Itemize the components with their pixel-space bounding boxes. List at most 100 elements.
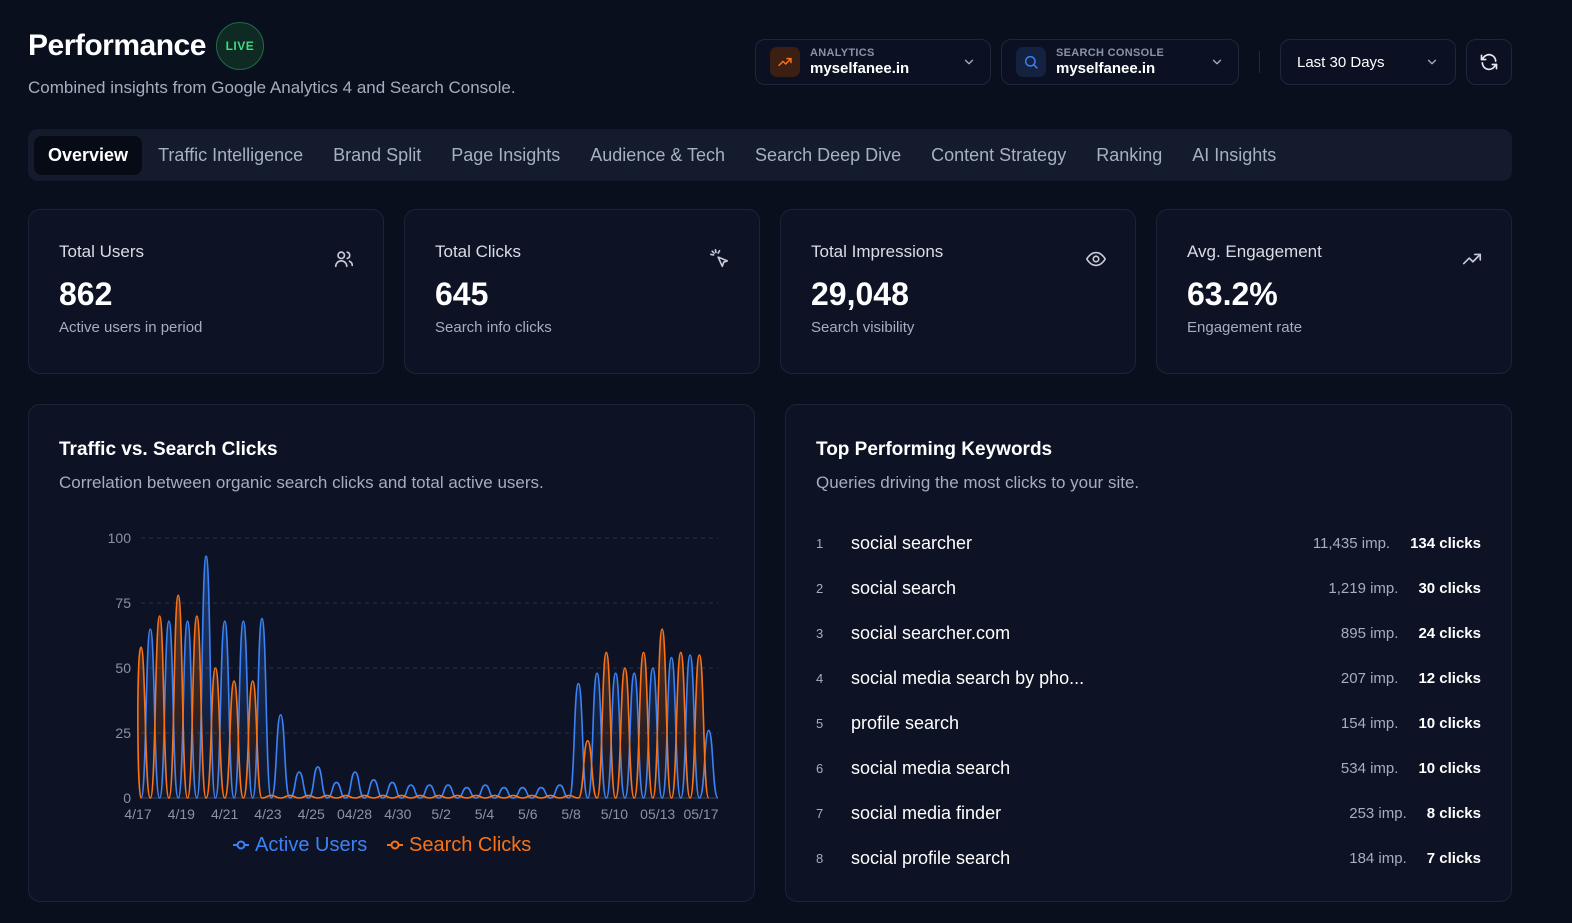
x-tick-label: 05/17 (683, 806, 718, 822)
list-item[interactable]: 2 social search 1,219 imp. 30 clicks (816, 566, 1481, 611)
legend-marker-dot (236, 840, 246, 850)
chevron-down-icon (1212, 59, 1222, 65)
trending-up-icon (1462, 253, 1482, 265)
y-tick-label: 50 (115, 660, 131, 676)
tab-overview[interactable]: Overview (34, 135, 143, 175)
kpi-subtitle: Engagement rate (1187, 319, 1303, 336)
refresh-icon (1480, 53, 1498, 71)
x-tick-label: 4/19 (168, 806, 195, 822)
x-tick-label: 5/6 (518, 806, 538, 822)
keyword-clicks: 12 clicks (1418, 670, 1481, 687)
x-tick-label: 4/30 (384, 806, 411, 822)
x-tick-label: 4/25 (298, 806, 325, 822)
search-clicks-series-line (137, 594, 710, 799)
chevron-down-icon (964, 59, 974, 65)
y-tick-label: 0 (123, 790, 131, 806)
kpi-value: 29,048 (811, 276, 909, 312)
tab-content-strategy[interactable]: Content Strategy (931, 144, 1067, 165)
search-console-property-select[interactable]: SEARCH CONSOLE myselfanee.in (1001, 39, 1239, 85)
keyword-clicks: 30 clicks (1418, 580, 1481, 597)
keyword-query: social searcher (851, 533, 973, 553)
keywords-title: Top Performing Keywords (816, 439, 1053, 460)
x-tick-label: 5/2 (431, 806, 451, 822)
keyword-query: social searcher.com (851, 623, 1011, 643)
kpi-value: 862 (59, 276, 113, 312)
keyword-clicks: 10 clicks (1418, 715, 1481, 732)
y-tick-label: 25 (115, 725, 131, 741)
chart-title: Traffic vs. Search Clicks (59, 439, 278, 460)
kpi-subtitle: Search visibility (811, 319, 915, 336)
list-item[interactable]: 3 social searcher.com 895 imp. 24 clicks (816, 611, 1481, 656)
keyword-clicks: 24 clicks (1418, 625, 1481, 642)
kpi-subtitle: Search info clicks (435, 319, 552, 336)
keyword-query: profile search (851, 713, 960, 733)
kpi-cards: Total Users 862 Active users in period T… (28, 209, 1512, 374)
keyword-query: social media finder (851, 803, 1002, 823)
top-keywords-panel: Top Performing Keywords Queries driving … (785, 404, 1512, 902)
legend-marker-dot (390, 840, 400, 850)
keyword-rank: 7 (816, 806, 824, 821)
list-item[interactable]: 4 social media search by pho... 207 imp.… (816, 656, 1481, 701)
date-range-value: Last 30 Days (1297, 53, 1385, 71)
eye-icon (1086, 251, 1106, 267)
keyword-clicks: 10 clicks (1418, 760, 1481, 777)
header-controls: ANALYTICS myselfanee.in SEARCH CONSOLE m… (755, 39, 1512, 85)
list-item[interactable]: 6 social media search 534 imp. 10 clicks (816, 746, 1481, 791)
x-tick-label: 4/23 (254, 806, 281, 822)
keyword-impressions: 207 imp. (1340, 670, 1399, 687)
chart-subtitle: Correlation between organic search click… (59, 473, 544, 492)
keyword-clicks: 8 clicks (1426, 805, 1481, 822)
search-console-label: SEARCH CONSOLE (1056, 47, 1165, 59)
traffic-chart: 0 25 50 75 100 4/17 4/19 4/21 4/23 4/25 04/28 4/30 5… (108, 530, 719, 856)
search-icon (1016, 47, 1046, 77)
tab-ranking[interactable]: Ranking (1096, 144, 1163, 165)
legend-label: Active Users (255, 834, 367, 856)
date-range-select[interactable]: Last 30 Days (1280, 39, 1456, 85)
y-tick-label: 75 (115, 595, 131, 611)
list-item[interactable]: 7 social media finder 253 imp. 8 clicks (816, 791, 1481, 836)
kpi-card-total-impressions: Total Impressions 29,048 Search visibili… (780, 209, 1136, 374)
tab-page-insights[interactable]: Page Insights (451, 144, 561, 165)
analytics-property-select[interactable]: ANALYTICS myselfanee.in (755, 39, 991, 85)
page-header: Performance LIVE Combined insights from … (28, 22, 1512, 102)
x-tick-label: 5/4 (475, 806, 495, 822)
kpi-title: Total Clicks (435, 242, 521, 261)
keywords-list: 1 social searcher 11,435 imp. 134 clicks… (816, 521, 1481, 881)
tab-brand-split[interactable]: Brand Split (333, 144, 422, 165)
page-title: Performance (28, 29, 206, 62)
x-tick-label: 4/21 (211, 806, 238, 822)
tab-search-deep-dive[interactable]: Search Deep Dive (755, 144, 902, 165)
x-tick-label: 5/8 (561, 806, 581, 822)
keyword-query: social profile search (851, 848, 1011, 868)
keyword-impressions: 184 imp. (1349, 850, 1407, 867)
kpi-title: Total Impressions (811, 242, 944, 261)
tab-audience-tech[interactable]: Audience & Tech (590, 144, 726, 165)
kpi-card-total-clicks: Total Clicks 645 Search info clicks (404, 209, 760, 374)
chevron-down-icon (1427, 59, 1437, 65)
live-status-badge: LIVE (215, 22, 264, 70)
kpi-card-avg-engagement: Avg. Engagement 63.2% Engagement rate (1156, 209, 1512, 374)
traffic-vs-clicks-panel: 0 25 50 75 100 4/17 4/19 4/21 4/23 4/25 04/28 4/30 5… (28, 404, 755, 902)
keyword-rank: 3 (816, 626, 824, 641)
list-item[interactable]: 1 social searcher 11,435 imp. 134 clicks (816, 521, 1481, 566)
keyword-rank: 4 (816, 671, 824, 686)
search-console-value: myselfanee.in (1056, 60, 1156, 77)
search-clicks-series-area (137, 595, 718, 798)
page-subtitle: Combined insights from Google Analytics … (28, 78, 516, 97)
users-icon (334, 251, 354, 268)
keyword-rank: 5 (816, 716, 824, 731)
tab-traffic-intelligence[interactable]: Traffic Intelligence (158, 144, 304, 165)
keyword-clicks: 134 clicks (1410, 535, 1481, 552)
keyword-clicks: 7 clicks (1426, 850, 1481, 867)
controls-divider (1259, 51, 1260, 73)
kpi-value: 63.2% (1187, 276, 1278, 312)
tab-bar: Overview Traffic Intelligence Brand Spli… (28, 129, 1512, 181)
kpi-value: 645 (435, 276, 489, 312)
tab-ai-insights[interactable]: AI Insights (1192, 144, 1277, 165)
keyword-query: social search (851, 578, 957, 598)
trending-up-icon (770, 47, 800, 77)
refresh-button[interactable] (1466, 39, 1512, 85)
list-item[interactable]: 5 profile search 154 imp. 10 clicks (816, 701, 1481, 746)
list-item[interactable]: 8 social profile search 184 imp. 7 click… (816, 836, 1481, 881)
x-tick-label: 5/10 (601, 806, 628, 822)
